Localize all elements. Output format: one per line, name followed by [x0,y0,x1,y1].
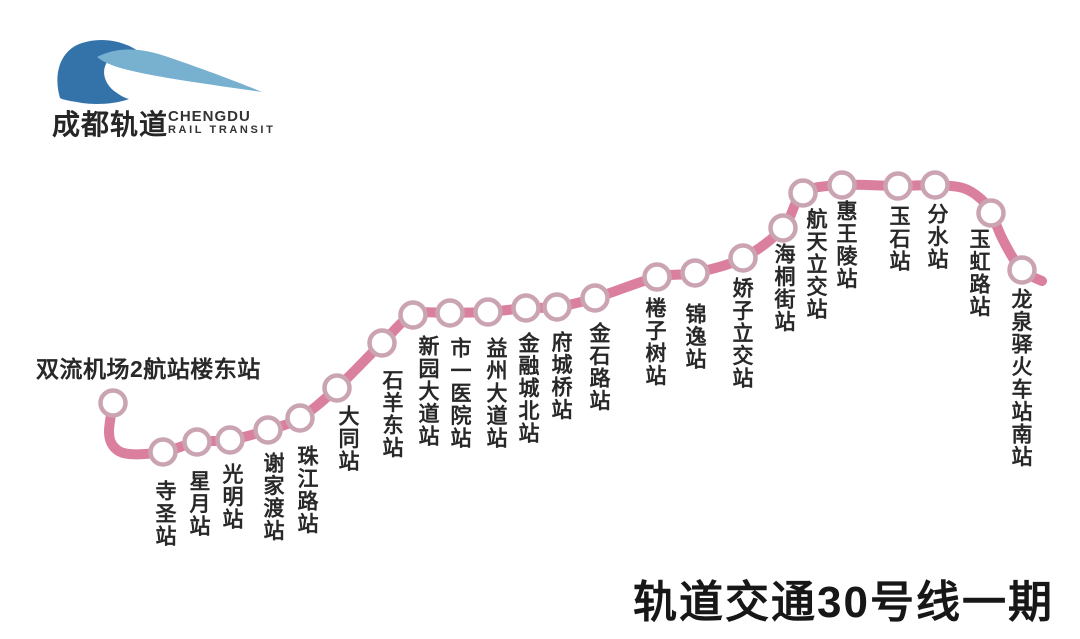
station-marker [920,170,950,200]
station-label: 谢家渡站 [261,452,285,542]
station-label: 星月站 [187,470,211,538]
station-marker [580,283,610,313]
station-marker [1007,255,1037,285]
station-label: 棬子树站 [643,297,667,387]
station-marker [435,298,465,328]
station-label: 寺圣站 [153,480,177,548]
station-marker [182,427,212,457]
station-marker [148,437,178,467]
station-marker [511,293,541,323]
station-marker [322,373,352,403]
station-marker [398,300,428,330]
station-label: 玉虹路站 [967,228,991,318]
logo-en-text-line2: RAIL TRANSIT [168,124,276,136]
station-label: 光明站 [220,463,244,531]
station-marker [768,213,798,243]
logo-swoosh-icon [57,39,262,104]
station-label: 娇子立交站 [730,277,754,390]
station-label: 珠江路站 [295,445,319,535]
station-label: 益州大道站 [484,337,508,450]
station-marker [642,262,672,292]
station-label: 海桐街站 [772,243,796,333]
station-label: 市一医院站 [448,337,472,450]
station-marker [367,328,397,358]
station-marker [285,403,315,433]
station-label: 惠王陵站 [834,200,858,290]
station-marker [976,198,1006,228]
station-marker [680,258,710,288]
station-marker [98,388,128,418]
station-label: 石羊东站 [380,369,404,459]
station-label: 双流机场2航站楼东站 [36,356,261,382]
logo-swoosh-light-wave [97,49,262,92]
station-label: 金融城北站 [516,332,540,445]
station-label: 大同站 [336,405,360,473]
map-title: 轨道交通30号线一期 [633,578,1054,627]
station-marker [728,243,758,273]
station-label: 府城桥站 [549,331,573,421]
station-label: 航天立交站 [804,208,828,321]
logo-en-text-line1: CHENGDU [168,108,251,125]
station-marker [253,415,283,445]
station-label: 金石路站 [587,322,611,412]
logo-swoosh-dark-wave [57,39,138,104]
station-label: 锦逸站 [683,303,707,371]
station-label: 分水站 [925,203,949,271]
station-label: 玉石站 [887,205,911,273]
station-label: 龙泉驿火车站南站 [1009,288,1033,468]
station-label: 新园大道站 [416,335,440,448]
station-marker [542,292,572,322]
logo-cn-text: 成都轨道 [52,109,169,140]
station-marker [827,170,857,200]
station-marker [788,178,818,208]
station-marker [215,425,245,455]
station-marker [883,171,913,201]
station-marker [473,297,503,327]
